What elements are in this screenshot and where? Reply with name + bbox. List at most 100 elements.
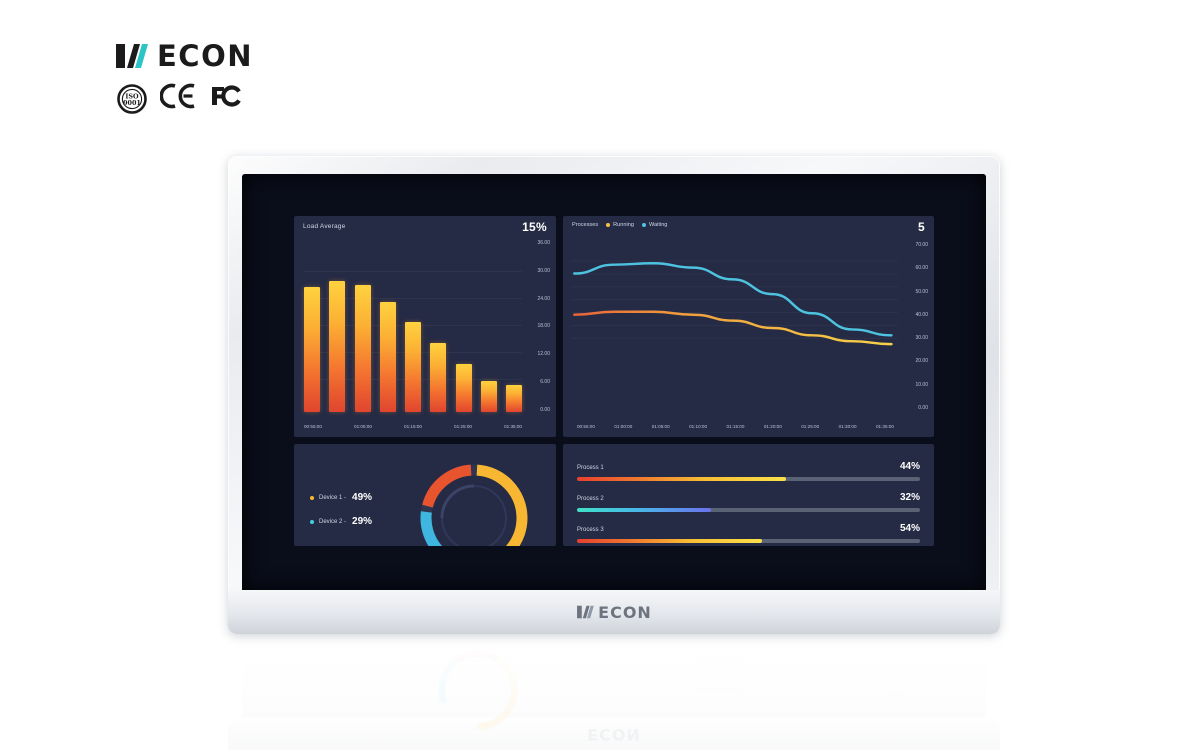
x-tick: 01:25:00 — [801, 424, 820, 429]
x-tick: 00:55:00 — [304, 424, 322, 429]
load-average-title: Load Average — [303, 223, 346, 230]
legend-label: Waiting — [648, 222, 668, 228]
y-tick: 6.00 — [540, 379, 550, 386]
legend-item-device-2[interactable]: Device 2 - 29% — [310, 516, 372, 527]
load-average-panel[interactable]: Load Average 15% 36.00 30.00 24.00 18.00 — [294, 216, 556, 437]
brand-block: ECON ISO 9001 — [114, 40, 253, 114]
device-2-percent: 29% — [352, 516, 373, 527]
donut-slice-1[interactable] — [476, 464, 528, 546]
bezel-logo-mark — [577, 605, 594, 619]
hmi-device-frame: Load Average 15% 36.00 30.00 24.00 18.00 — [228, 156, 1000, 634]
legend-item-waiting[interactable]: Waiting — [641, 222, 668, 228]
devices-legend: Device 1 - 49% Device 2 - 29% — [310, 492, 372, 527]
dashboard-grid: Load Average 15% 36.00 30.00 24.00 18.00 — [294, 216, 934, 546]
processes-panel[interactable]: Processes Running Waiting 5 70.00 — [563, 216, 934, 437]
process-2-progress-track[interactable] — [577, 508, 920, 512]
donut-inner-arc — [440, 484, 475, 519]
process-1-percent: 44% — [899, 461, 920, 472]
processes-x-axis: 00:55:00 01:00:00 01:05:00 01:10:00 01:1… — [577, 424, 894, 429]
load-average-y-axis: 36.00 30.00 24.00 18.00 12.00 6.00 0.00 — [537, 240, 550, 413]
process-2-progress-fill — [577, 508, 711, 512]
process-progress-panel[interactable]: Process 1 44% Process 2 32% — [563, 444, 934, 546]
y-tick: 24.00 — [537, 295, 550, 302]
device-1-percent: 49% — [352, 492, 373, 503]
x-tick: 01:05:00 — [651, 424, 670, 429]
iso-line-1: ISO — [125, 92, 139, 100]
donut-slice-2[interactable] — [420, 511, 474, 546]
process-1-name: Process 1 — [577, 465, 604, 471]
reflection-logo-text: ECON — [587, 725, 641, 744]
waiting-color-dot — [641, 223, 646, 227]
y-tick: 18.00 — [537, 323, 550, 330]
process-3-progress-fill — [577, 539, 763, 543]
process-3-name: Process 3 — [577, 527, 604, 533]
y-tick: 12.00 — [537, 351, 550, 358]
iso-line-2: 9001 — [123, 99, 141, 107]
load-average-x-axis: 00:55:00 01:05:00 01:15:00 01:25:00 01:3… — [304, 424, 522, 429]
processes-y-axis: 70.00 60.00 50.00 40.00 30.00 20.00 10.0… — [915, 242, 928, 411]
process-row-3[interactable]: Process 3 54% — [577, 523, 920, 543]
bar-4 — [379, 301, 396, 412]
x-tick: 01:15:00 — [726, 424, 745, 429]
process-1-progress-track[interactable] — [577, 477, 920, 481]
bar-9 — [506, 384, 522, 412]
bar-8 — [480, 380, 497, 412]
device-screen[interactable]: Load Average 15% 36.00 30.00 24.00 18.00 — [242, 174, 986, 592]
y-tick: 0.00 — [918, 404, 928, 411]
donut-slice-3[interactable] — [422, 464, 472, 508]
wecon-logo-text: ECON — [157, 38, 254, 73]
bar-2 — [329, 280, 346, 412]
running-color-dot — [606, 223, 611, 227]
x-tick: 01:35:00 — [876, 424, 894, 429]
processes-line-chart — [571, 260, 898, 346]
devices-donut-panel[interactable]: Device 1 - 49% Device 2 - 29% — [294, 444, 556, 546]
device-reflection: ECON — [228, 640, 1000, 750]
series-line-running — [573, 310, 893, 346]
device-1-color-dot — [310, 495, 314, 500]
process-3-progress-track[interactable] — [577, 539, 920, 543]
y-tick: 0.00 — [540, 406, 550, 413]
processes-legend: Processes Running Waiting — [572, 222, 667, 228]
device-1-label: Device 1 - — [319, 494, 347, 501]
device-2-label: Device 2 - — [319, 518, 347, 525]
x-tick: 01:10:00 — [689, 424, 708, 429]
series-line-waiting — [573, 261, 893, 337]
bar-6 — [430, 343, 447, 412]
y-tick: 50.00 — [915, 288, 928, 295]
ce-mark — [159, 83, 198, 114]
x-tick: 00:55:00 — [577, 424, 595, 429]
bar-7 — [455, 364, 472, 412]
y-tick: 10.00 — [915, 381, 928, 388]
x-tick: 01:05:00 — [354, 424, 372, 429]
bar-1 — [304, 287, 320, 412]
y-tick: 20.00 — [915, 358, 928, 365]
process-row-2[interactable]: Process 2 32% — [577, 492, 920, 512]
device-2-color-dot — [310, 519, 314, 524]
legend-item-device-1[interactable]: Device 1 - 49% — [310, 492, 372, 503]
process-2-percent: 32% — [899, 492, 920, 503]
y-tick: 70.00 — [915, 242, 928, 248]
legend-label: Running — [613, 222, 634, 228]
y-tick: 30.00 — [915, 335, 928, 342]
bezel-logo-text: ECON — [598, 602, 652, 622]
device-bezel-logo: ECON — [228, 601, 1000, 623]
y-tick: 36.00 — [537, 240, 550, 246]
process-list: Process 1 44% Process 2 32% — [577, 461, 920, 543]
process-row-1[interactable]: Process 1 44% — [577, 461, 920, 481]
processes-title: Processes — [572, 222, 599, 228]
devices-donut-chart — [408, 452, 540, 546]
fcc-mark — [211, 85, 241, 112]
x-tick: 01:35:00 — [504, 424, 522, 429]
x-tick: 01:30:00 — [838, 424, 857, 429]
process-3-percent: 54% — [899, 523, 920, 534]
process-2-name: Process 2 — [577, 496, 604, 502]
load-average-bars — [304, 262, 522, 412]
x-tick: 01:25:00 — [454, 424, 472, 429]
legend-item-running[interactable]: Running — [606, 222, 634, 228]
y-tick: 40.00 — [915, 311, 928, 318]
load-average-value: 15% — [522, 220, 547, 234]
iso-9001-badge: ISO 9001 — [117, 83, 147, 114]
bar-5 — [405, 322, 421, 412]
bar-3 — [354, 284, 371, 412]
